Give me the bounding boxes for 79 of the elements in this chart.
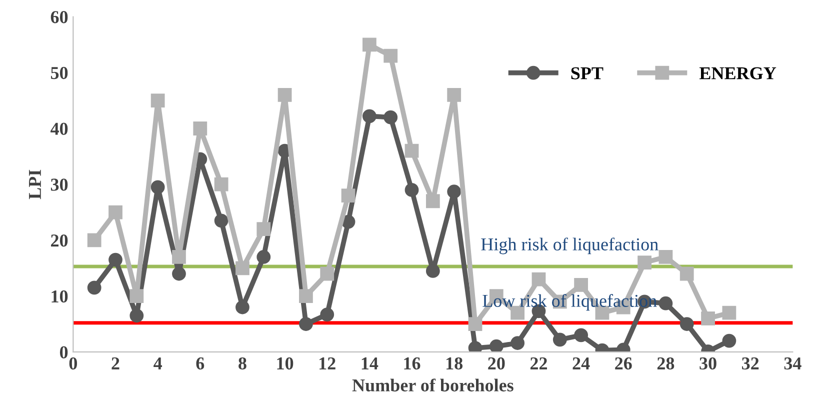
x-tick-label: 4	[154, 357, 162, 370]
point	[256, 250, 271, 264]
x-tick-label: 18	[446, 357, 463, 370]
point	[150, 94, 165, 108]
point	[532, 272, 546, 286]
point	[426, 264, 440, 278]
x-tick-label: 26	[615, 357, 632, 370]
x-tick-label: 14	[362, 357, 378, 370]
point	[256, 222, 271, 236]
x-tick-label: 8	[238, 357, 246, 370]
point	[574, 328, 588, 342]
point	[299, 289, 313, 304]
point	[510, 306, 525, 320]
point	[320, 308, 334, 322]
legend-label: ENERGY	[699, 67, 776, 80]
x-tick-label: 28	[657, 357, 674, 370]
x-tick-label: 32	[742, 357, 759, 370]
point	[468, 317, 482, 331]
point	[574, 278, 588, 292]
x-tick-label: 6	[196, 357, 204, 370]
point	[722, 334, 736, 348]
point	[150, 180, 165, 194]
y-axis-title: LPI	[29, 170, 41, 200]
point	[680, 266, 694, 281]
x-tick-label: 12	[320, 357, 336, 370]
y-tick-label: 30	[50, 178, 68, 191]
x-axis-title: Number of boreholes	[352, 378, 514, 392]
point	[658, 296, 673, 310]
y-tick-label: 10	[52, 290, 68, 303]
point	[384, 48, 398, 63]
ref-line-label: High risk of liquefaction	[481, 238, 658, 254]
x-tick-label: 16	[404, 357, 420, 370]
x-tick-label: 0	[69, 357, 77, 370]
point	[638, 256, 652, 270]
point	[404, 183, 419, 197]
point	[341, 188, 356, 202]
point	[384, 110, 398, 124]
point	[236, 300, 250, 314]
point	[320, 266, 334, 281]
point	[722, 306, 736, 320]
point	[447, 184, 462, 199]
point	[87, 280, 102, 295]
x-tick-label: 24	[572, 357, 590, 370]
point	[362, 109, 376, 124]
point	[362, 38, 376, 52]
point	[193, 122, 208, 136]
point	[172, 266, 186, 281]
legend-label: SPT	[571, 67, 604, 80]
y-tick-label: 40	[50, 122, 68, 135]
x-tick-label: 20	[488, 357, 505, 370]
point	[130, 308, 144, 323]
y-tick-label: 0	[60, 346, 68, 358]
point	[108, 205, 122, 220]
point	[214, 177, 228, 192]
x-tick-label: 22	[530, 357, 547, 370]
point	[658, 250, 673, 264]
y-tick-label: 20	[51, 234, 68, 247]
point	[552, 332, 567, 347]
x-tick-label: 34	[784, 357, 802, 370]
point	[278, 88, 292, 102]
y-tick-label: 60	[50, 11, 68, 24]
point	[404, 144, 419, 158]
y-tick-label: 50	[50, 66, 68, 80]
point	[172, 250, 186, 264]
point	[236, 261, 250, 276]
point	[426, 194, 440, 208]
point	[680, 317, 694, 331]
point	[130, 289, 144, 304]
point	[701, 311, 715, 326]
point	[489, 339, 504, 352]
point	[87, 233, 102, 248]
x-tick-label: 2	[112, 357, 120, 370]
point	[510, 336, 525, 350]
point	[108, 252, 122, 267]
point	[214, 214, 228, 228]
x-tick-label: 30	[700, 357, 716, 370]
x-tick-label: 10	[277, 357, 294, 370]
point	[299, 317, 313, 331]
point	[447, 88, 462, 102]
